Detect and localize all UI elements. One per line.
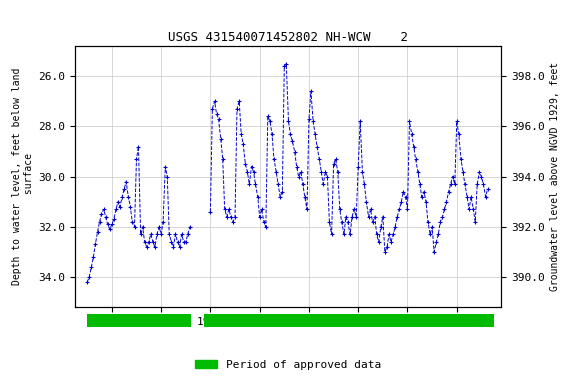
Title: USGS 431540071452802 NH-WCW    2: USGS 431540071452802 NH-WCW 2 xyxy=(168,30,408,43)
Legend: Period of approved data: Period of approved data xyxy=(191,356,385,375)
Y-axis label: Groundwater level above NGVD 1929, feet: Groundwater level above NGVD 1929, feet xyxy=(550,62,560,291)
Y-axis label: Depth to water level, feet below land
 surface: Depth to water level, feet below land su… xyxy=(13,68,34,285)
